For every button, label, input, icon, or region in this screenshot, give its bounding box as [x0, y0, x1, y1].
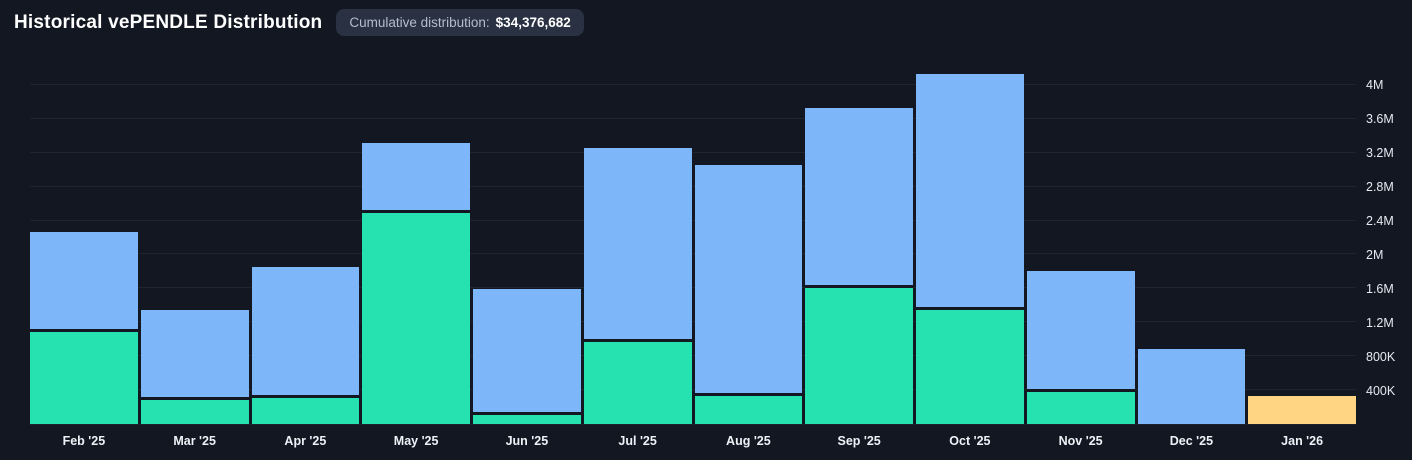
vependle-distribution-chart: 400K 800K 1.2M 1.6M 2M 2.4M 2.8M 3.2M 3.6M 4M Feb…	[0, 55, 1412, 460]
y-axis-tick-label: 1.6M	[1366, 282, 1394, 296]
gridline	[30, 185, 1356, 187]
x-axis-label: Dec '25	[1169, 434, 1214, 448]
blue-series-segment	[916, 73, 1024, 310]
bar-oct-25[interactable]	[916, 65, 1024, 424]
badge-label: Cumulative distribution:	[349, 15, 490, 30]
cumulative-distribution-badge: Cumulative distribution: $34,376,682	[336, 9, 584, 36]
green-series-segment	[362, 212, 470, 424]
bar-apr-25[interactable]	[251, 65, 360, 424]
y-axis: 400K 800K 1.2M 1.6M 2M 2.4M 2.8M 3.2M 3.6M 4M	[1356, 65, 1412, 425]
green-series-segment	[583, 341, 692, 424]
blue-series-segment	[583, 147, 692, 342]
blue-series-segment	[694, 165, 803, 397]
bar-jan-26[interactable]	[1248, 65, 1356, 424]
y-axis-tick-label: 400K	[1366, 384, 1396, 398]
gridline	[30, 219, 1356, 221]
y-axis-tick-label: 800K	[1366, 350, 1396, 364]
x-axis-label: Jan '26	[1281, 434, 1324, 448]
x-axis-label: Jun '25	[505, 434, 549, 448]
green-series-segment	[805, 287, 913, 424]
chart-header: Historical vePENDLE Distribution Cumulat…	[14, 9, 584, 36]
badge-value: $34,376,682	[495, 15, 571, 30]
y-axis-tick-label: 1.2M	[1366, 316, 1394, 330]
green-series-segment	[140, 400, 249, 424]
gridline	[30, 83, 1356, 85]
x-axis-label: Aug '25	[726, 434, 771, 448]
bar-dec-25[interactable]	[1137, 65, 1246, 424]
y-axis-tick-label: 3.2M	[1366, 145, 1394, 160]
blue-series-segment	[140, 309, 249, 401]
gridline	[30, 287, 1356, 289]
y-axis-tick-label: 2.8M	[1366, 179, 1394, 194]
blue-series-segment	[805, 107, 913, 288]
bar-nov-25[interactable]	[1026, 65, 1135, 424]
gridline	[30, 117, 1356, 119]
x-axis-label: Mar '25	[173, 434, 216, 448]
green-series-segment	[473, 414, 581, 424]
bar-jul-25[interactable]	[583, 65, 692, 424]
x-axis-label: Apr '25	[284, 434, 327, 448]
y-axis-tick-label: 3.6M	[1366, 111, 1394, 126]
blue-series-segment	[1026, 270, 1135, 392]
bar-mar-25[interactable]	[140, 65, 249, 424]
bar-feb-25[interactable]	[30, 65, 138, 424]
x-axis-label: May '25	[393, 434, 439, 448]
x-axis-label: Oct '25	[949, 434, 991, 448]
gridline	[30, 321, 1356, 323]
gridline	[30, 389, 1356, 391]
bar-sep-25[interactable]	[805, 65, 913, 424]
blue-series-segment	[1137, 349, 1246, 424]
green-series-segment	[30, 332, 138, 424]
page-title: Historical vePENDLE Distribution	[14, 11, 323, 33]
bar-may-25[interactable]	[362, 65, 470, 424]
gridline	[30, 355, 1356, 357]
green-series-segment	[694, 396, 803, 424]
bar-series-container	[30, 65, 1356, 424]
x-axis-label: Jul '25	[618, 434, 657, 448]
bar-jun-25[interactable]	[473, 65, 581, 424]
yellow-series-segment	[1248, 396, 1356, 424]
green-series-segment	[1026, 391, 1135, 424]
green-series-segment	[916, 309, 1024, 424]
x-axis: Feb '25 Mar '25 Apr '25 May '25 Jun '25 Jul '…	[30, 425, 1356, 460]
y-axis-tick-label: 2.4M	[1366, 214, 1394, 228]
gridline	[30, 253, 1356, 255]
blue-series-segment	[473, 289, 581, 415]
x-axis-label: Nov '25	[1058, 434, 1103, 448]
blue-series-segment	[30, 231, 138, 333]
x-axis-label: Feb '25	[62, 434, 106, 448]
blue-series-segment	[362, 142, 470, 213]
y-axis-tick-label: 2M	[1366, 248, 1384, 262]
gridline	[30, 151, 1356, 153]
blue-series-segment	[251, 267, 360, 398]
x-axis-label: Sep '25	[837, 434, 881, 448]
y-axis-tick-label: 4M	[1366, 77, 1384, 92]
plot-area	[30, 65, 1356, 425]
green-series-segment	[251, 397, 360, 424]
bar-aug-25[interactable]	[694, 65, 803, 424]
